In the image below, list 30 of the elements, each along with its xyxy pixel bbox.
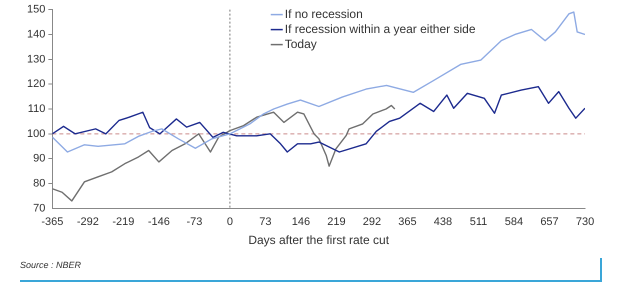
x-tick-label: 73 bbox=[259, 216, 272, 228]
y-tick-label: 90 bbox=[33, 152, 46, 165]
y-tick-label: 120 bbox=[26, 78, 46, 90]
x-tick-label: 219 bbox=[327, 216, 346, 228]
x-tick-label: -365 bbox=[41, 216, 64, 228]
y-tick-label: 150 bbox=[26, 4, 46, 16]
y-tick-label: 110 bbox=[28, 103, 46, 116]
x-tick-label: 292 bbox=[362, 216, 382, 228]
y-tick-label: 70 bbox=[33, 202, 46, 214]
x-tick-label: 365 bbox=[398, 216, 417, 228]
x-tick-label: -219 bbox=[112, 216, 134, 228]
x-tick-label: 0 bbox=[226, 216, 233, 228]
legend-label: Today bbox=[284, 36, 317, 51]
x-tick-label: -146 bbox=[148, 216, 170, 228]
legend-label: If recession within a year either side bbox=[284, 22, 476, 36]
y-tick-label: 130 bbox=[26, 53, 46, 66]
x-tick-label: 730 bbox=[576, 216, 594, 228]
x-tick-label: -292 bbox=[76, 216, 99, 228]
x-tick-label: -73 bbox=[186, 216, 202, 228]
x-tick-label: 511 bbox=[470, 216, 488, 228]
source-note: Source : NBER bbox=[20, 258, 602, 282]
x-tick-label: 438 bbox=[434, 216, 452, 228]
y-tick-label: 80 bbox=[33, 178, 46, 190]
x-axis-title: Days after the first rate cut bbox=[248, 233, 390, 248]
legend-label: If no recession bbox=[284, 6, 363, 21]
x-tick-label: 584 bbox=[504, 216, 524, 228]
x-tick-label: 146 bbox=[292, 216, 310, 228]
y-tick-label: 100 bbox=[26, 128, 46, 140]
y-tick-label: 140 bbox=[26, 28, 46, 40]
x-tick-label: 657 bbox=[540, 216, 559, 228]
